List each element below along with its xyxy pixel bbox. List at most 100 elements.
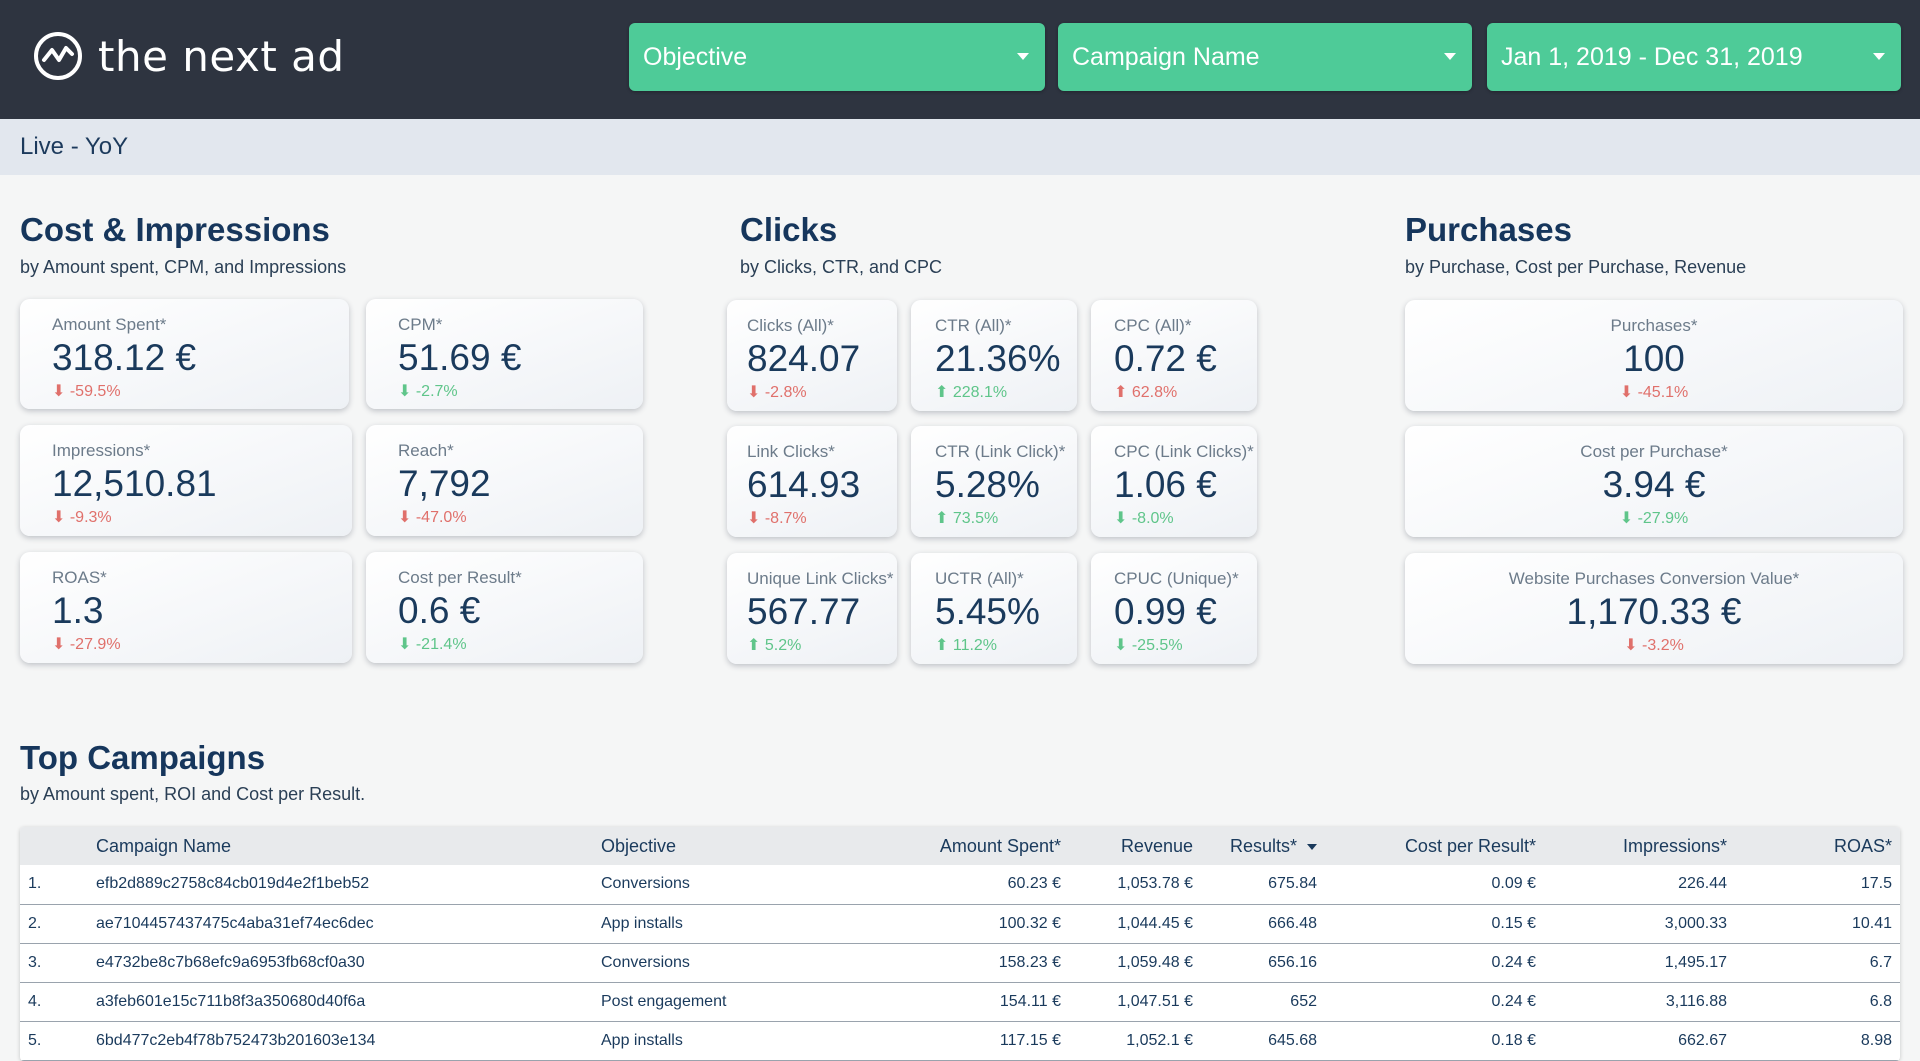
kpi-card-ctr-all[interactable]: CTR (All)* 21.36% ⬆ 228.1% [911, 300, 1077, 411]
column-header-revenue[interactable]: Revenue [1120, 835, 1193, 856]
cell-objective: Conversions [601, 875, 690, 893]
column-header-cost-per-result[interactable]: Cost per Result* [1404, 835, 1536, 856]
table-row[interactable]: 4. a3feb601e15c711b8f3a350680d40f6a Post… [20, 982, 1900, 1021]
kpi-card-cpuc-unique[interactable]: CPUC (Unique)* 0.99 € ⬇ -25.5% [1091, 553, 1257, 664]
cell-revenue: 1,059.48 € [1117, 953, 1193, 971]
page-title: Live - YoY [20, 133, 129, 160]
objective-filter[interactable]: Objective [629, 23, 1045, 91]
kpi-card-cpc-all[interactable]: CPC (All)* 0.72 € ⬆ 62.8% [1091, 300, 1257, 411]
kpi-card-clicks-all[interactable]: Clicks (All)* 824.07 ⬇ -2.8% [727, 300, 897, 411]
date-range-filter-label: Jan 1, 2019 - Dec 31, 2019 [1501, 42, 1803, 71]
kpi-label: ROAS* [52, 568, 107, 587]
kpi-change: ⬆ 228.1% [935, 384, 1008, 401]
purchases-section-title: Purchases [1405, 211, 1572, 248]
kpi-value: 318.12 € [52, 337, 197, 378]
cell-revenue: 1,047.51 € [1117, 992, 1193, 1010]
cell-revenue: 1,053.78 € [1117, 875, 1193, 893]
logo-mark-icon [34, 32, 82, 80]
cell-revenue: 1,044.45 € [1117, 914, 1193, 932]
kpi-value: 1,170.33 € [1566, 591, 1742, 632]
kpi-value: 5.45% [935, 591, 1040, 632]
kpi-label: Unique Link Clicks* [747, 569, 894, 588]
top-bar: the next ad Objective Campaign Name Jan … [0, 0, 1920, 119]
chevron-down-icon [1017, 53, 1029, 60]
kpi-value: 0.72 € [1114, 338, 1217, 379]
cell-campaign-name: efb2d889c2758c84cb019d4e2f1beb52 [96, 875, 370, 893]
kpi-value: 0.99 € [1114, 591, 1217, 632]
brand-logo[interactable]: the next ad [32, 28, 345, 84]
top-campaigns-title: Top Campaigns [20, 739, 266, 776]
row-rank: 1. [28, 875, 42, 893]
kpi-change: ⬇ -8.7% [747, 510, 807, 527]
kpi-label: Reach* [398, 441, 454, 460]
kpi-card-purchases[interactable]: Purchases* 100 ⬇ -45.1% [1405, 300, 1903, 411]
column-header-results[interactable]: Results* [1201, 827, 1325, 865]
table-header-row: Campaign Name Objective Amount Spent* Re… [20, 827, 1900, 865]
column-header-roas[interactable]: ROAS* [1833, 835, 1892, 856]
kpi-change: ⬆ 73.5% [935, 510, 999, 527]
cost-section-subtitle: by Amount spent, CPM, and Impressions [20, 257, 347, 277]
cell-cost-per-result: 0.18 € [1491, 1031, 1536, 1049]
kpi-card-cost-per-result[interactable]: Cost per Result* 0.6 € ⬇ -21.4% [366, 552, 643, 663]
kpi-label: Amount Spent* [52, 315, 167, 334]
cell-campaign-name: 6bd477c2eb4f78b752473b201603e134 [96, 1031, 376, 1049]
kpi-value: 7,792 [398, 463, 491, 504]
kpi-value: 21.36% [935, 338, 1061, 379]
kpi-card-roas[interactable]: ROAS* 1.3 ⬇ -27.9% [20, 552, 352, 663]
kpi-card-impressions[interactable]: Impressions* 12,510.81 ⬇ -9.3% [20, 425, 352, 536]
top-campaigns-subtitle: by Amount spent, ROI and Cost per Result… [20, 784, 366, 804]
kpi-label: UCTR (All)* [935, 569, 1024, 588]
kpi-value: 614.93 [747, 464, 861, 505]
kpi-label: CPC (All)* [1114, 316, 1192, 335]
chevron-down-icon [1444, 53, 1456, 60]
kpi-value: 51.69 € [398, 337, 522, 378]
row-rank: 2. [28, 914, 42, 932]
kpi-value: 3.94 € [1602, 464, 1706, 505]
kpi-card-ctr-link-click[interactable]: CTR (Link Click)* 5.28% ⬆ 73.5% [911, 426, 1077, 537]
cell-objective: App installs [601, 914, 683, 932]
clicks-section-title: Clicks [740, 211, 838, 248]
date-range-filter[interactable]: Jan 1, 2019 - Dec 31, 2019 [1487, 23, 1901, 91]
column-header-campaign-name[interactable]: Campaign Name [96, 835, 232, 856]
cell-objective: Conversions [601, 953, 690, 971]
kpi-card-amount-spent[interactable]: Amount Spent* 318.12 € ⬇ -59.5% [20, 299, 349, 409]
kpi-card-website-purchases-conversion-value[interactable]: Website Purchases Conversion Value* 1,17… [1405, 553, 1903, 664]
row-rank: 5. [28, 1031, 42, 1049]
kpi-change: ⬆ 62.8% [1114, 384, 1178, 401]
sub-header: Live - YoY [0, 119, 1920, 175]
kpi-label: CTR (All)* [935, 316, 1012, 335]
cell-impressions: 3,116.88 [1665, 992, 1727, 1010]
kpi-card-cpm[interactable]: CPM* 51.69 € ⬇ -2.7% [366, 299, 643, 409]
brand-name: the next ad [98, 31, 345, 81]
row-rank: 3. [28, 953, 42, 971]
cell-results: 645.68 [1268, 1031, 1317, 1049]
cell-impressions: 1,495.17 [1664, 953, 1727, 971]
cell-cost-per-result: 0.09 € [1491, 875, 1536, 893]
kpi-value: 1.06 € [1114, 464, 1217, 505]
table-row[interactable]: 3. e4732be8c7b68efc9a6953fb68cf0a30 Conv… [20, 943, 1900, 982]
kpi-label: Impressions* [52, 441, 151, 460]
kpi-card-unique-link-clicks[interactable]: Unique Link Clicks* 567.77 ⬆ 5.2% [727, 553, 897, 664]
column-header-impressions[interactable]: Impressions* [1622, 835, 1727, 856]
sort-descending-icon [1307, 843, 1317, 850]
cell-results: 652 [1290, 992, 1317, 1010]
top-campaigns-table: Campaign Name Objective Amount Spent* Re… [20, 827, 1900, 1061]
kpi-card-reach[interactable]: Reach* 7,792 ⬇ -47.0% [366, 425, 643, 536]
kpi-label: CPM* [398, 315, 443, 334]
kpi-card-cost-per-purchase[interactable]: Cost per Purchase* 3.94 € ⬇ -27.9% [1405, 426, 1903, 537]
table-row[interactable]: 2. ae7104457437475c4aba31ef74ec6dec App … [20, 904, 1900, 943]
kpi-card-link-clicks[interactable]: Link Clicks* 614.93 ⬇ -8.7% [727, 426, 897, 537]
table-row[interactable]: 5. 6bd477c2eb4f78b752473b201603e134 App … [20, 1021, 1900, 1060]
kpi-label: Clicks (All)* [747, 316, 834, 335]
kpi-value: 824.07 [747, 338, 861, 379]
column-header-amount-spent[interactable]: Amount Spent* [939, 835, 1061, 856]
column-header-objective[interactable]: Objective [601, 835, 677, 856]
cell-campaign-name: e4732be8c7b68efc9a6953fb68cf0a30 [96, 953, 365, 971]
kpi-card-uctr-all[interactable]: UCTR (All)* 5.45% ⬆ 11.2% [911, 553, 1077, 664]
cell-objective: App installs [601, 1031, 683, 1049]
kpi-label: CPC (Link Clicks)* [1114, 442, 1254, 461]
campaign-name-filter[interactable]: Campaign Name [1058, 23, 1472, 91]
table-row[interactable]: 1. efb2d889c2758c84cb019d4e2f1beb52 Conv… [20, 865, 1900, 904]
kpi-card-cpc-link-clicks[interactable]: CPC (Link Clicks)* 1.06 € ⬇ -8.0% [1091, 426, 1257, 537]
kpi-label: Purchases* [1610, 316, 1698, 335]
